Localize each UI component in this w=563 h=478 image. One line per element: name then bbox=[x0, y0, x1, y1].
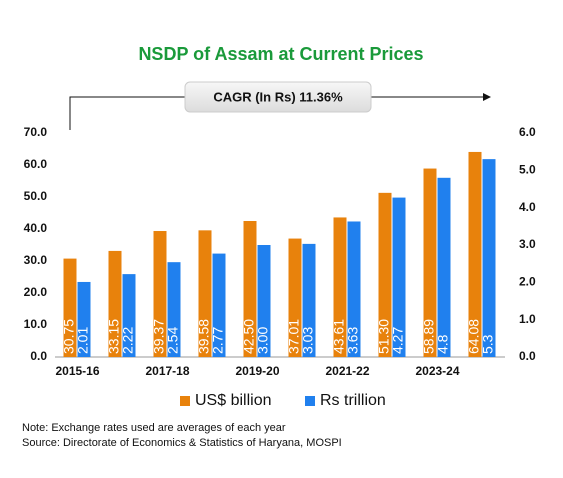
bar bbox=[392, 197, 406, 357]
value-label: 33.15 bbox=[106, 319, 122, 354]
bar bbox=[212, 253, 226, 357]
y-tick-label: 60.0 bbox=[24, 157, 48, 171]
y-tick-label: 50.0 bbox=[24, 189, 48, 203]
value-label: 43.61 bbox=[331, 319, 347, 354]
annotation-box bbox=[184, 81, 372, 113]
bar bbox=[243, 221, 257, 357]
y-tick-label: 0.0 bbox=[30, 349, 47, 363]
legend-swatch bbox=[180, 396, 190, 406]
y-tick-label: 20.0 bbox=[24, 285, 48, 299]
value-label: 39.58 bbox=[196, 319, 212, 354]
value-label: 2.22 bbox=[120, 327, 136, 354]
value-label: 64.08 bbox=[466, 319, 482, 354]
annotation: CAGR (In Rs) 11.36% bbox=[213, 89, 343, 104]
y2-tick-label: 0.0 bbox=[519, 349, 536, 363]
value-label: 37.01 bbox=[286, 319, 302, 354]
legend-swatch bbox=[305, 396, 315, 406]
value-label: 4.27 bbox=[390, 327, 406, 354]
x-tick-label: 2019-20 bbox=[235, 364, 279, 378]
y2-tick-label: 6.0 bbox=[519, 125, 536, 139]
x-tick-label: 2021-22 bbox=[325, 364, 369, 378]
arrow-head bbox=[483, 93, 491, 101]
value-label: 5.3 bbox=[480, 334, 496, 354]
bar bbox=[468, 151, 482, 357]
value-label: 30.75 bbox=[61, 319, 77, 354]
bar bbox=[153, 231, 167, 357]
value-label: 3.00 bbox=[255, 327, 271, 354]
x-tick-label: 2017-18 bbox=[145, 364, 189, 378]
legend-label: Rs trillion bbox=[320, 392, 386, 409]
value-label: 3.03 bbox=[300, 327, 316, 354]
bar bbox=[302, 243, 316, 357]
y2-tick-label: 1.0 bbox=[519, 312, 536, 326]
value-label: 4.8 bbox=[435, 334, 451, 354]
y-tick-label: 10.0 bbox=[24, 317, 48, 331]
value-label: 3.63 bbox=[345, 327, 361, 354]
y-tick-label: 30.0 bbox=[24, 253, 48, 267]
bar bbox=[333, 217, 347, 357]
value-label: 2.01 bbox=[75, 327, 91, 354]
note: Note: Exchange rates used are averages o… bbox=[22, 422, 286, 434]
value-label: 2.54 bbox=[165, 327, 181, 354]
y2-tick-label: 2.0 bbox=[519, 275, 536, 289]
bar bbox=[378, 192, 392, 357]
y2-tick-label: 5.0 bbox=[519, 163, 536, 177]
bar bbox=[482, 159, 496, 357]
bar bbox=[122, 274, 136, 357]
note: Source: Directorate of Economics & Stati… bbox=[22, 437, 342, 449]
bar bbox=[63, 258, 77, 357]
y2-tick-label: 4.0 bbox=[519, 200, 536, 214]
x-tick-label: 2023-24 bbox=[415, 364, 459, 378]
chart-title: NSDP of Assam at Current Prices bbox=[138, 44, 423, 64]
bar bbox=[198, 230, 212, 357]
legend-label: US$ billion bbox=[195, 392, 271, 409]
value-label: 42.50 bbox=[241, 319, 257, 354]
bar bbox=[347, 221, 361, 357]
bar bbox=[437, 177, 451, 357]
y2-tick-label: 3.0 bbox=[519, 237, 536, 251]
x-tick-label: 2015-16 bbox=[55, 364, 99, 378]
value-label: 2.77 bbox=[210, 327, 226, 354]
bar bbox=[108, 250, 122, 357]
y-tick-label: 40.0 bbox=[24, 221, 48, 235]
value-label: 39.37 bbox=[151, 319, 167, 354]
bar bbox=[77, 281, 91, 357]
y-tick-label: 70.0 bbox=[24, 125, 48, 139]
bar bbox=[288, 238, 302, 357]
value-label: 51.30 bbox=[376, 319, 392, 354]
bar bbox=[167, 262, 181, 357]
bar bbox=[257, 245, 271, 357]
bar bbox=[423, 168, 437, 357]
value-label: 58.89 bbox=[421, 319, 437, 354]
